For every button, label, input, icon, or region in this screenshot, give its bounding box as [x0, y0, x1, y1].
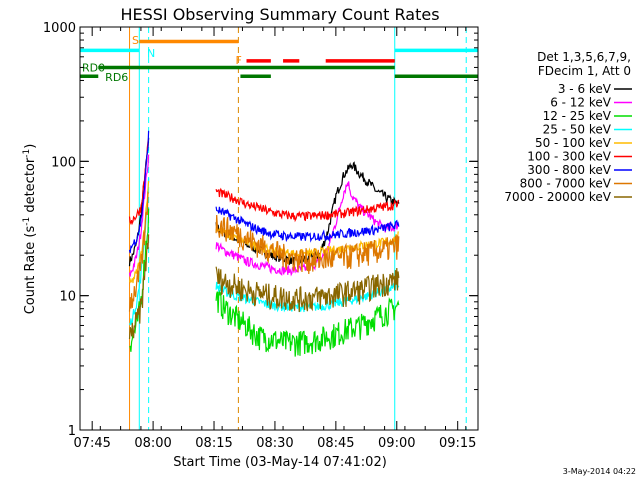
y-axis-label-text: Count Rate (s: [23, 226, 38, 315]
legend: Det 1,3,5,6,7,9, FDecim 1, Att 0 3 - 6 k…: [504, 50, 632, 204]
series-line: [128, 130, 150, 254]
y-axis: 1 10 100 1000: [43, 21, 478, 439]
series-line: [215, 214, 400, 275]
y-axis-label-sup2: -1: [22, 149, 32, 158]
series-line: [215, 187, 400, 223]
status-label: F: [236, 54, 242, 67]
legend-entry-label: 100 - 300 keV: [527, 150, 611, 164]
y-tick-label: 1000: [43, 21, 76, 36]
y-tick-label: 1: [68, 424, 76, 439]
footer-date: 3-May-2014 04:22: [563, 467, 636, 476]
y-tick-label: 100: [51, 155, 76, 170]
series-line: [128, 191, 150, 312]
series-line: [128, 154, 150, 277]
legend-entry-label: 800 - 7000 keV: [520, 177, 612, 191]
x-tick-label: 09:15: [439, 436, 476, 451]
status-label: S: [132, 34, 139, 47]
x-tick-label: 08:00: [134, 436, 171, 451]
series-line: [128, 234, 150, 340]
status-label: RD0: [82, 61, 105, 74]
x-axis: 07:45 08:00 08:15 08:30 08:45 09:00 09:15: [73, 27, 476, 451]
legend-entry-label: 25 - 50 keV: [543, 123, 612, 137]
y-axis-label: Count Rate (s-1 detector-1): [22, 144, 38, 315]
y-axis-label-mid: detector: [23, 157, 38, 217]
legend-entry-label: 50 - 100 keV: [535, 136, 612, 150]
plot-frame: [79, 26, 479, 431]
chart-title: HESSI Observing Summary Count Rates: [120, 5, 439, 24]
legend-entry-label: 6 - 12 keV: [550, 96, 612, 110]
x-tick-label: 08:30: [256, 436, 293, 451]
legend-entry-label: 12 - 25 keV: [543, 109, 612, 123]
series-line: [215, 289, 400, 357]
y-tick-label: 10: [59, 290, 76, 305]
x-tick-label: 07:45: [73, 436, 110, 451]
x-tick-label: 08:45: [317, 436, 354, 451]
legend-header-1: Det 1,3,5,6,7,9,: [537, 50, 631, 64]
x-tick-label: 08:15: [195, 436, 232, 451]
x-tick-label: 09:00: [378, 436, 415, 451]
series-line: [215, 206, 400, 243]
x-axis-label: Start Time (03-May-14 07:41:02): [173, 455, 387, 470]
y-axis-label-end: ): [23, 144, 38, 149]
legend-entry-label: 7000 - 20000 keV: [504, 190, 611, 204]
status-label: RD6: [105, 71, 128, 84]
legend-entry-label: 3 - 6 keV: [558, 82, 612, 96]
y-axis-label-sup1: -1: [22, 217, 32, 226]
status-label: N: [147, 47, 155, 60]
series-line: [215, 266, 400, 313]
legend-header-2: FDecim 1, Att 0: [538, 64, 631, 78]
legend-entry-label: 300 - 800 keV: [527, 163, 611, 177]
